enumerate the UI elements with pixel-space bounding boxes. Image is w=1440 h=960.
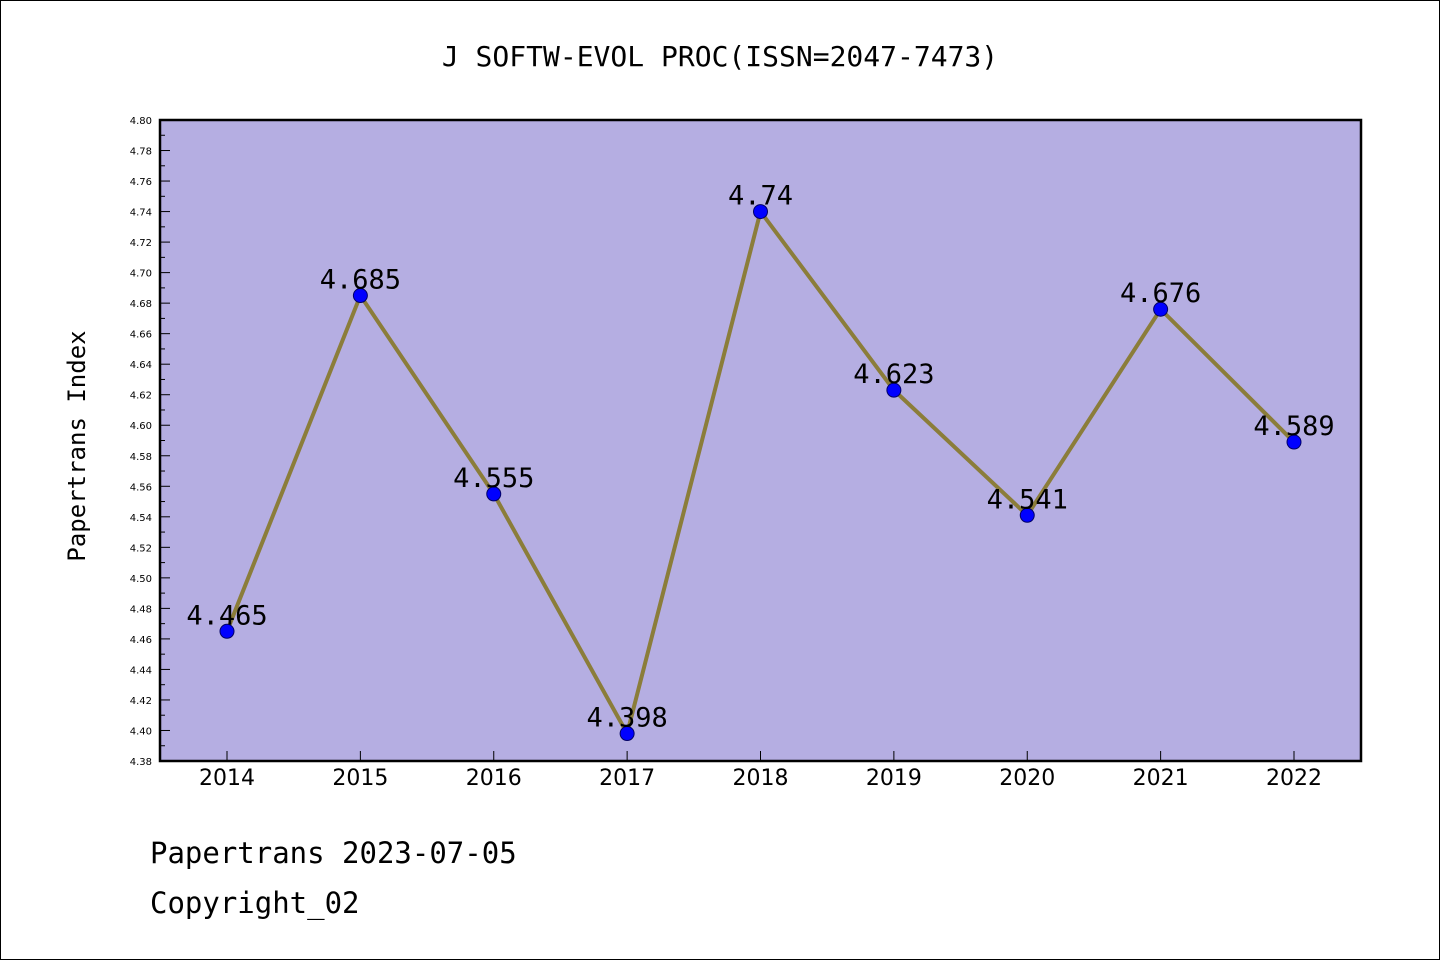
y-tick-label: 4.74 [130, 208, 152, 219]
y-tick-label: 4.56 [130, 482, 152, 493]
x-tick-label: 2022 [1266, 766, 1322, 791]
data-point [486, 486, 502, 502]
x-tick-label: 2019 [866, 766, 922, 791]
data-label: 4.623 [853, 359, 934, 390]
data-label: 4.465 [186, 600, 267, 631]
plot-area [160, 120, 1361, 761]
y-tick-label: 4.46 [130, 635, 152, 646]
data-markers [219, 204, 1302, 742]
y-tick-label: 4.48 [130, 604, 152, 615]
y-tick-label: 4.44 [130, 665, 152, 676]
y-tick-label: 4.52 [130, 543, 152, 554]
data-label: 4.676 [1120, 278, 1201, 309]
x-axis-ticks: 2014 2015 2016 2017 2018 2019 2020 2021 2022 [199, 751, 1322, 791]
y-tick-label: 4.72 [130, 238, 152, 249]
y-tick-label: 4.54 [130, 513, 152, 524]
y-tick-label: 4.42 [130, 696, 152, 707]
y-tick-label: 4.40 [130, 726, 152, 737]
x-tick-label: 2016 [466, 766, 522, 791]
y-tick-label: 4.60 [130, 421, 152, 432]
x-tick-label: 2014 [199, 766, 255, 791]
y-tick-label: 4.66 [130, 330, 152, 341]
data-label: 4.685 [320, 265, 401, 296]
data-labels: 4.465 4.685 4.555 4.398 4.74 4.623 4.541 4.676 4… [186, 181, 1334, 734]
data-point [352, 288, 368, 304]
footer-copyright-text: Copyright_02 [150, 886, 360, 920]
data-label: 4.555 [453, 463, 534, 494]
chart-title: J SOFTW-EVOL PROC(ISSN=2047-7473) [442, 40, 998, 73]
plot-border [158, 118, 1363, 763]
data-point [1019, 507, 1035, 523]
y-tick-label: 4.50 [130, 574, 152, 585]
data-label: 4.74 [728, 181, 793, 212]
y-tick-label: 4.58 [130, 452, 152, 463]
x-tick-label: 2020 [999, 766, 1055, 791]
y-tick-label: 4.64 [130, 360, 152, 371]
y-tick-label: 4.38 [130, 757, 152, 768]
data-point [753, 204, 768, 220]
data-label: 4.541 [987, 484, 1068, 515]
data-label: 4.398 [586, 703, 667, 734]
x-tick-label: 2017 [599, 766, 655, 791]
y-tick-label: 4.62 [130, 391, 152, 402]
y-tick-label: 4.70 [130, 269, 152, 280]
y-axis-label: Papertrans Index [63, 330, 91, 561]
data-point [1153, 301, 1169, 317]
data-point [219, 623, 235, 639]
y-tick-label: 4.76 [130, 177, 152, 188]
data-point [886, 382, 902, 398]
x-tick-label: 2015 [332, 766, 388, 791]
data-point [619, 726, 635, 742]
x-tick-label: 2018 [733, 766, 789, 791]
data-label: 4.589 [1253, 411, 1334, 442]
x-tick-label: 2021 [1133, 766, 1189, 791]
footer-date-text: Papertrans 2023-07-05 [150, 836, 517, 870]
y-tick-label: 4.68 [130, 299, 152, 310]
y-axis-ticks: 4.38 4.40 4.42 4.44 4.46 4.48 4.50 4.52 4.54 4.56… [130, 116, 170, 768]
data-point [1286, 434, 1302, 450]
y-tick-label: 4.80 [130, 116, 152, 127]
y-tick-label: 4.78 [130, 147, 152, 158]
